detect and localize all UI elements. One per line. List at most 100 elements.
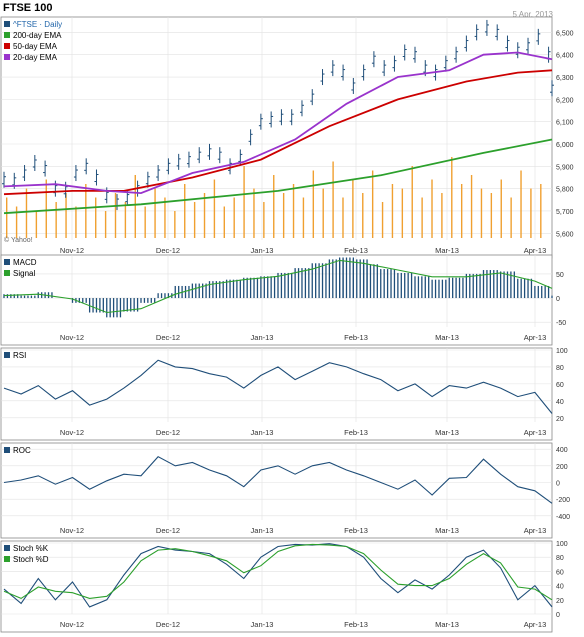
volume-bar [253,188,255,238]
chart-title: FTSE 100 [3,2,53,14]
volume-bar [174,211,176,238]
volume-bar [401,188,404,238]
volume-bar [15,206,18,238]
volume-bar [184,184,186,238]
panel-price: 5,600 5,700 5,800 5,900 6,000 6,100 6,200 6,300… [0,16,574,259]
y-tick-label: 6,200 [556,97,574,104]
x-tick-label: Feb-13 [344,246,368,255]
x-tick-label: Nov-12 [60,620,84,629]
volume-bar [371,170,374,238]
y-tick-label: 0 [556,612,560,619]
volume-bar [490,193,493,238]
volume-bar [421,197,423,238]
legend-swatch [4,447,10,453]
y-tick-label: 5,700 [556,209,574,216]
volume-bar [144,206,146,238]
stoch-frame [0,540,553,633]
x-tick-label: Dec-12 [156,428,180,437]
volume-bar [65,193,67,238]
y-tick-label: 6,500 [556,30,574,37]
legend-200-day-ema: 200-day EMA [13,31,62,40]
legend-rsi: RSI [13,351,26,360]
y-tick-label: 200 [556,464,568,471]
y-tick-label: 5,900 [556,164,574,171]
volume-bar [35,211,38,238]
legend-swatch [4,352,10,358]
volume-bar [411,166,413,238]
stoch-k-line [3,543,553,608]
legend-swatch [4,545,10,551]
x-tick-label: Nov-12 [60,428,84,437]
y-tick-label: 6,400 [556,53,574,60]
y-tick-label: 6,000 [556,142,574,149]
volume-bar [342,197,344,238]
volume-bar [381,202,384,238]
y-tick-label: 50 [556,272,564,279]
price-frame [0,16,553,259]
volume-bar [75,206,77,238]
chart-date: 5 Apr, 2013 [513,10,554,19]
x-tick-label: Jan-13 [251,333,274,342]
y-tick-label: 60 [556,569,564,576]
legend-swatch [4,21,10,27]
x-tick-label: Mar-13 [435,428,459,437]
y-tick-label: -50 [556,320,566,327]
legend-stoch-d: Stoch %D [13,555,49,564]
x-tick-label: Mar-13 [435,526,459,535]
volume-bar [45,179,47,238]
y-tick-label: 20 [556,416,564,423]
panel-roc: -400 -200 0 200 400 Nov-12 Dec-12 Jan-13 Feb-13 M… [0,442,570,539]
volume-bar [540,184,542,238]
20-day-ema-line [3,51,553,195]
y-tick-label: 20 [556,598,564,605]
volume-bar [95,197,97,238]
volume-bar [500,179,502,238]
volume-bar [263,202,265,238]
volume-bar [322,188,324,238]
x-tick-label: Feb-13 [344,333,368,342]
volume-bar [134,175,136,238]
x-tick-label: Jan-13 [251,620,274,629]
volume-bar [431,179,433,238]
x-tick-label: Feb-13 [344,620,368,629]
volume-bar [114,193,117,238]
x-tick-label: Dec-12 [156,526,180,535]
y-tick-label: 40 [556,584,564,591]
volume-bar [243,166,245,238]
roc-line [3,456,553,504]
y-tick-label: 5,800 [556,187,574,194]
legend-swatch [4,259,10,265]
volume-bar [233,197,235,238]
y-tick-label: 80 [556,555,564,562]
x-tick-label: Apr-13 [524,620,547,629]
x-tick-label: Jan-13 [251,526,274,535]
x-tick-label: Dec-12 [156,620,180,629]
volume-bar [193,202,196,238]
volume-bar [164,197,166,238]
volume-bar [312,170,315,238]
volume-bar [25,188,28,238]
x-tick-label: Dec-12 [156,246,180,255]
volume-bar [332,161,334,238]
signal-line [3,259,553,314]
volume-bar [6,197,8,238]
y-tick-label: 400 [556,447,568,454]
volume-bar [391,184,394,238]
volume-bar [451,157,453,238]
x-tick-label: Mar-13 [435,333,459,342]
yahoo-watermark: © Yahoo! [4,236,33,244]
x-tick-label: Nov-12 [60,526,84,535]
x-tick-label: Feb-13 [344,526,368,535]
volume-bar [520,170,522,238]
y-tick-label: 6,300 [556,75,574,82]
panel-rsi: 20 40 60 80 100 Nov-12 Dec-12 Jan-13 Feb-13 Mar-1… [0,347,568,441]
200-day-ema-line [3,138,553,215]
volume-bar [292,184,295,238]
volume-bar [441,193,443,238]
volume-bar [104,211,107,238]
volume-bar [85,184,87,238]
legend-swatch [4,54,10,60]
legend-swatch [4,43,10,49]
legend-ftse-daily: ^FTSE · Daily [13,20,62,29]
y-tick-label: 60 [556,382,564,389]
